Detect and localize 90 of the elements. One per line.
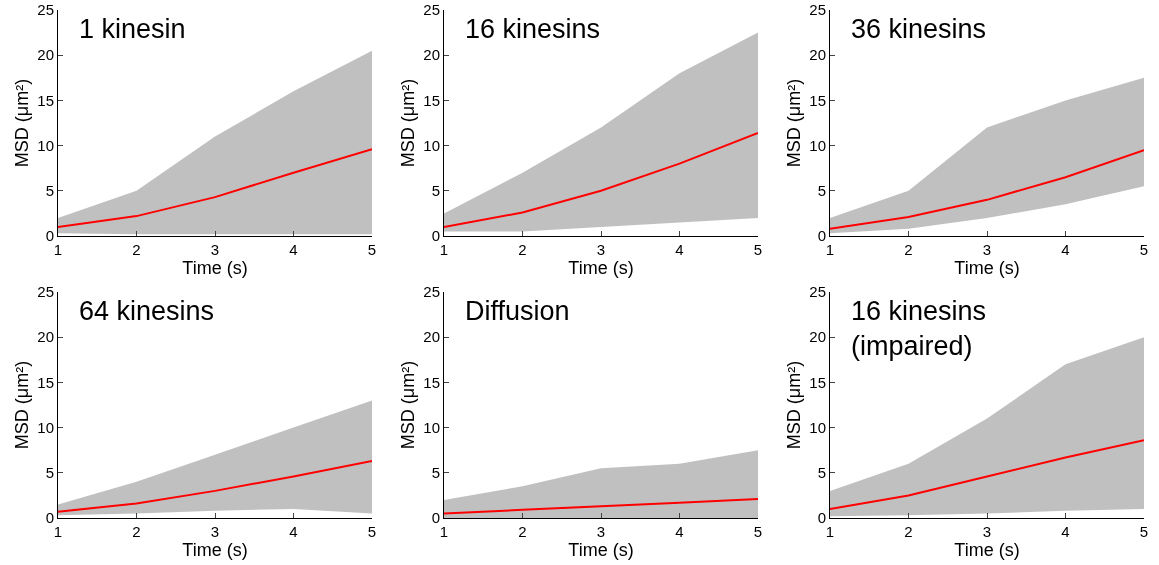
y-tick-label: 0	[45, 227, 54, 245]
y-tick-label: 25	[423, 283, 440, 301]
x-tick-label: 5	[1139, 241, 1149, 258]
x-tick-label: 2	[904, 523, 913, 540]
y-tick-label: 10	[423, 136, 440, 154]
x-tick-label: 4	[1061, 241, 1070, 258]
x-tick-label: 5	[367, 241, 377, 258]
chart-title: 36 kinesins	[851, 14, 987, 44]
x-axis-title: Time (s)	[568, 258, 634, 278]
chart-title: 64 kinesins	[79, 296, 215, 326]
y-axis-title: MSD (μm²)	[11, 360, 32, 450]
x-tick-label: 4	[675, 241, 684, 258]
y-tick-label: 20	[37, 328, 54, 346]
y-tick-label: 25	[37, 283, 54, 301]
x-tick-label: 1	[825, 523, 835, 540]
x-tick-label: 5	[753, 241, 763, 258]
x-tick-label: 5	[367, 523, 377, 540]
y-tick-label: 20	[37, 46, 54, 64]
y-tick-label: 5	[431, 464, 440, 482]
y-tick-label: 5	[45, 464, 54, 482]
x-tick-label: 4	[1061, 523, 1070, 540]
x-tick-label: 1	[53, 523, 63, 540]
x-axis-title: Time (s)	[568, 540, 634, 560]
chart-title: 1 kinesin	[79, 14, 186, 44]
line-series	[58, 148, 372, 228]
y-axis-title: MSD (μm²)	[397, 360, 418, 450]
y-tick-label: 15	[423, 373, 440, 391]
y-tick-label: 5	[817, 464, 826, 482]
x-axis-title: Time (s)	[182, 258, 248, 278]
y-tick-label: 0	[45, 509, 54, 527]
y-tick-label: 5	[45, 182, 54, 200]
y-tick-label: 25	[423, 1, 440, 19]
y-tick-label: 10	[423, 418, 440, 436]
x-tick-label: 3	[596, 523, 606, 540]
x-tick-label: 3	[982, 241, 992, 258]
y-tick-label: 15	[809, 373, 826, 391]
y-tick-label: 20	[809, 46, 826, 64]
y-tick-label: 20	[423, 328, 440, 346]
line-series	[830, 149, 1144, 230]
x-axis-title: Time (s)	[954, 258, 1020, 278]
y-tick-label: 15	[809, 91, 826, 109]
x-tick-label: 4	[289, 241, 298, 258]
y-tick-label: 15	[37, 373, 54, 391]
text: 16 kinesins (impaired)	[851, 296, 987, 362]
x-tick-label: 5	[1139, 523, 1149, 540]
x-tick-label: 2	[132, 241, 141, 258]
x-tick-label: 3	[596, 241, 606, 258]
y-tick-label: 5	[817, 182, 826, 200]
x-axis-title: Time (s)	[182, 540, 248, 560]
x-tick-label: 3	[210, 241, 220, 258]
y-axis-title: MSD (μm²)	[783, 78, 804, 168]
x-tick-label: 1	[825, 241, 835, 258]
y-tick-label: 0	[431, 509, 440, 527]
y-tick-label: 10	[809, 136, 826, 154]
y-tick-label: 5	[431, 182, 440, 200]
x-tick-label: 4	[675, 523, 684, 540]
y-axis-title: MSD (μm²)	[783, 360, 804, 450]
line-series	[830, 439, 1144, 510]
y-axis-title: MSD (μm²)	[11, 78, 32, 168]
x-tick-label: 5	[753, 523, 763, 540]
chart-title: 16 kinesins	[465, 14, 601, 44]
y-tick-label: 10	[37, 136, 54, 154]
line-series	[58, 460, 372, 513]
x-axis-title: Time (s)	[954, 540, 1020, 560]
x-tick-label: 2	[518, 523, 527, 540]
y-tick-label: 0	[431, 227, 440, 245]
y-tick-label: 25	[809, 283, 826, 301]
x-tick-label: 1	[53, 241, 63, 258]
y-tick-label: 0	[817, 509, 826, 527]
x-tick-label: 1	[439, 523, 449, 540]
y-tick-label: 20	[809, 328, 826, 346]
x-tick-label: 3	[210, 523, 220, 540]
x-tick-label: 3	[982, 523, 992, 540]
y-tick-label: 10	[37, 418, 54, 436]
y-tick-label: 0	[817, 227, 826, 245]
line-series	[444, 131, 758, 228]
y-tick-label: 25	[809, 1, 826, 19]
y-tick-label: 25	[37, 1, 54, 19]
y-tick-label: 15	[37, 91, 54, 109]
x-tick-label: 2	[904, 241, 913, 258]
chart-title: Diffusion	[465, 296, 570, 326]
y-tick-label: 10	[809, 418, 826, 436]
y-tick-label: 15	[423, 91, 440, 109]
y-axis-title: MSD (μm²)	[397, 78, 418, 168]
y-tick-label: 20	[423, 46, 440, 64]
x-tick-label: 2	[132, 523, 141, 540]
line-series	[444, 498, 758, 515]
x-tick-label: 2	[518, 241, 527, 258]
x-tick-label: 4	[289, 523, 298, 540]
x-tick-label: 1	[439, 241, 449, 258]
